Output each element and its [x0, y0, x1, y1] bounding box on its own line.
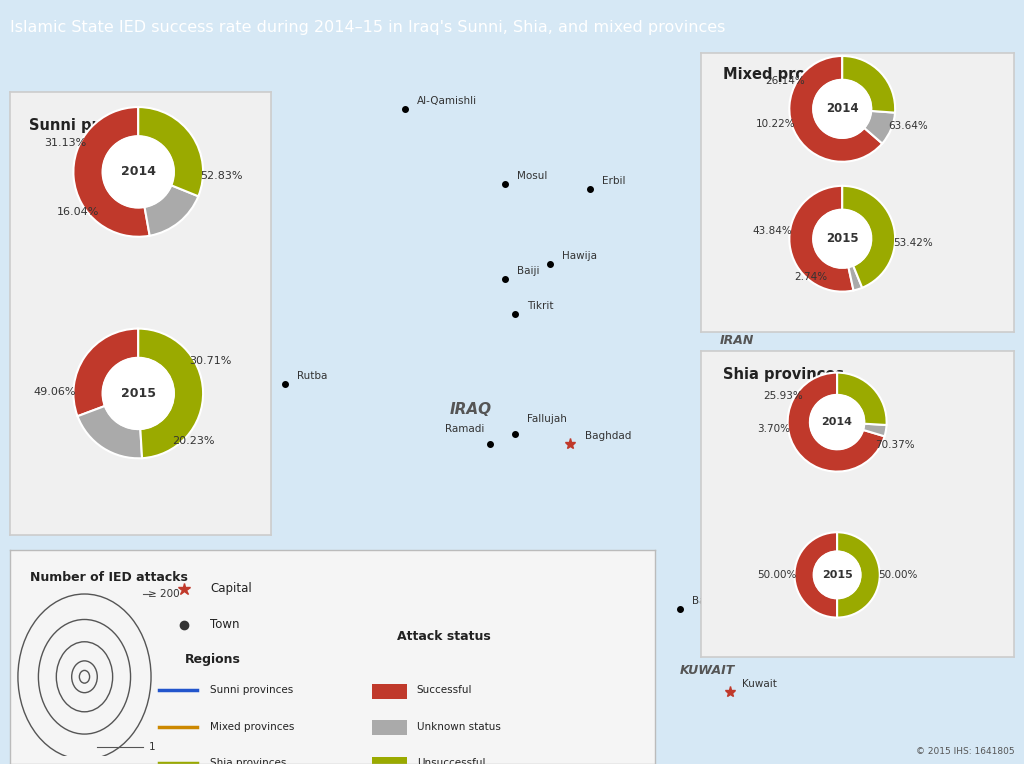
Circle shape [814, 552, 860, 598]
Text: 2014: 2014 [826, 102, 858, 115]
Wedge shape [843, 56, 895, 112]
Text: Rutba: Rutba [297, 371, 328, 380]
Text: Fallujah: Fallujah [527, 414, 567, 424]
Wedge shape [795, 533, 838, 617]
Text: 50.00%: 50.00% [879, 570, 918, 580]
Text: Tikrit: Tikrit [527, 301, 554, 311]
Text: 70.37%: 70.37% [876, 440, 914, 450]
Wedge shape [863, 424, 887, 436]
Text: Capital: Capital [210, 582, 252, 595]
Text: Erbil: Erbil [602, 176, 626, 186]
Text: Shia provinces: Shia provinces [723, 367, 845, 382]
Text: Baiji: Baiji [517, 266, 540, 276]
Text: Kuwait: Kuwait [742, 679, 777, 689]
Text: Shia provinces: Shia provinces [210, 758, 287, 764]
Text: 2014: 2014 [121, 165, 156, 179]
Text: © 2015 IHS: 1641805: © 2015 IHS: 1641805 [916, 747, 1015, 756]
Wedge shape [74, 107, 150, 237]
Text: 1: 1 [148, 742, 155, 752]
FancyBboxPatch shape [372, 684, 407, 699]
Text: 20.23%: 20.23% [172, 435, 215, 445]
Wedge shape [78, 406, 142, 458]
Text: Mosul: Mosul [517, 170, 548, 181]
Text: Unsuccessful: Unsuccessful [417, 758, 485, 764]
Text: ≥ 200: ≥ 200 [148, 589, 180, 599]
Wedge shape [849, 266, 862, 290]
Circle shape [813, 79, 871, 138]
Wedge shape [790, 186, 854, 292]
Text: 43.84%: 43.84% [753, 226, 793, 236]
Text: IRAN: IRAN [720, 334, 755, 347]
Text: TURKEY: TURKEY [120, 134, 175, 147]
Circle shape [102, 136, 174, 208]
Text: Al-Qamishli: Al-Qamishli [417, 96, 477, 105]
Text: Town: Town [210, 618, 240, 632]
Text: Basra: Basra [692, 596, 722, 606]
Text: 2.74%: 2.74% [794, 272, 827, 282]
Text: 30.71%: 30.71% [189, 357, 231, 367]
Text: Hawija: Hawija [562, 251, 597, 261]
Text: 26.14%: 26.14% [765, 76, 805, 86]
Text: 52.83%: 52.83% [201, 171, 243, 182]
Text: Islamic State IED success rate during 2014–15 in Iraq's Sunni, Shia, and mixed p: Islamic State IED success rate during 20… [10, 20, 726, 35]
Text: 2015: 2015 [826, 232, 858, 245]
Text: 16.04%: 16.04% [56, 207, 99, 217]
Text: Number of IED attacks: Number of IED attacks [30, 571, 187, 584]
Text: 63.64%: 63.64% [889, 121, 928, 131]
Text: Sunni provinces: Sunni provinces [29, 118, 161, 133]
Text: Mixed provinces: Mixed provinces [210, 722, 295, 732]
Text: KUWAIT: KUWAIT [680, 664, 735, 677]
Text: Sunni provinces: Sunni provinces [210, 685, 294, 695]
Circle shape [810, 395, 864, 449]
FancyBboxPatch shape [372, 720, 407, 735]
Text: SYRIA: SYRIA [80, 274, 122, 286]
Text: 25.93%: 25.93% [763, 391, 803, 401]
Wedge shape [843, 186, 895, 288]
Text: 3.70%: 3.70% [758, 424, 791, 434]
Wedge shape [838, 373, 887, 425]
Text: Baghdad: Baghdad [585, 431, 632, 441]
Circle shape [102, 358, 174, 429]
Wedge shape [74, 329, 138, 416]
Text: 31.13%: 31.13% [44, 138, 87, 148]
Text: 2015: 2015 [121, 387, 156, 400]
Text: 50.00%: 50.00% [757, 570, 797, 580]
Text: Regions: Regions [184, 652, 241, 665]
Text: IRAQ: IRAQ [450, 402, 493, 417]
Text: Unknown status: Unknown status [417, 722, 501, 732]
Wedge shape [838, 533, 880, 617]
Text: 2015: 2015 [821, 570, 853, 580]
Circle shape [813, 209, 871, 268]
Text: SAUDI ARABIA: SAUDI ARABIA [350, 633, 462, 647]
Text: Ramadi: Ramadi [445, 424, 484, 434]
Text: 2014: 2014 [821, 417, 853, 427]
FancyBboxPatch shape [372, 756, 407, 764]
Wedge shape [138, 107, 203, 196]
Text: Successful: Successful [417, 685, 472, 695]
Wedge shape [787, 373, 885, 471]
Text: Mixed provinces: Mixed provinces [723, 67, 858, 83]
Wedge shape [790, 56, 883, 162]
Text: Attack status: Attack status [397, 630, 492, 643]
Wedge shape [138, 329, 203, 458]
Text: 53.42%: 53.42% [893, 238, 933, 248]
Wedge shape [144, 186, 199, 236]
Text: 49.06%: 49.06% [34, 387, 76, 397]
Wedge shape [864, 111, 895, 144]
Text: 10.22%: 10.22% [756, 119, 796, 129]
